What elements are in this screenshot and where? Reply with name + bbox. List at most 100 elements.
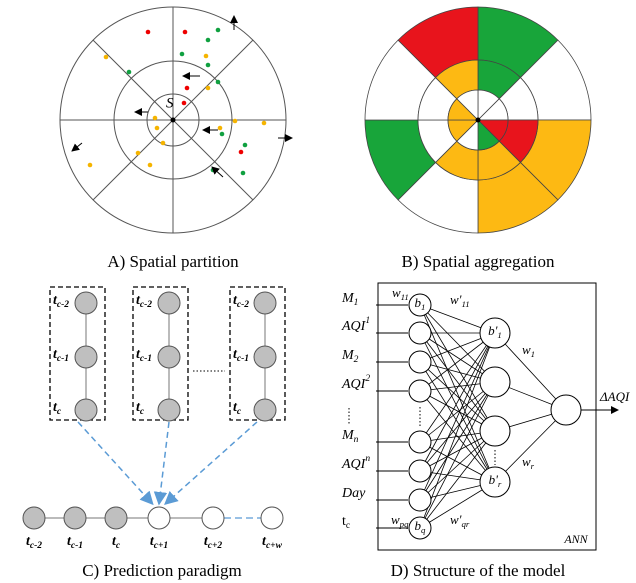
label-base: t <box>136 400 141 415</box>
point <box>215 27 221 33</box>
label-sub: 1 <box>497 330 501 340</box>
label-sub: c-2 <box>140 300 152 310</box>
input-label: M1 <box>341 291 358 308</box>
input-node <box>408 293 432 317</box>
label-sub: c <box>116 541 121 551</box>
bias-label: b'r <box>489 472 502 489</box>
time-node <box>253 398 277 422</box>
input-node <box>408 488 432 512</box>
center-label: S <box>166 95 174 111</box>
label-base: t <box>53 293 58 308</box>
time-node <box>147 506 171 530</box>
label-base: b' <box>489 472 499 487</box>
point <box>240 170 246 176</box>
label-sub: c <box>346 521 350 531</box>
point <box>203 53 209 59</box>
arrow <box>164 421 258 505</box>
time-node <box>157 398 181 422</box>
window-label: tc <box>233 400 242 417</box>
label-base: t <box>26 534 31 549</box>
connection <box>419 304 496 432</box>
time-node <box>63 506 87 530</box>
time-node <box>74 398 98 422</box>
time-node <box>74 345 98 369</box>
point <box>135 150 141 156</box>
label-base: t <box>136 293 141 308</box>
connection <box>419 332 496 472</box>
input-label: AQI2 <box>341 374 370 392</box>
connection <box>419 361 496 432</box>
connection <box>419 332 496 443</box>
sector <box>456 89 479 121</box>
label-base: w <box>522 454 531 469</box>
time-node <box>74 291 98 315</box>
point <box>238 149 244 155</box>
label-sup: 2 <box>365 374 370 384</box>
label-sub: n <box>354 435 359 445</box>
point <box>182 29 188 35</box>
input-node <box>408 430 432 454</box>
point <box>179 51 185 57</box>
spoke <box>172 119 254 201</box>
label-base: t <box>342 514 346 529</box>
label-base: t <box>53 347 58 362</box>
connection <box>419 304 496 383</box>
window-label: tc-2 <box>136 293 152 310</box>
label-sub: c-1 <box>237 354 249 364</box>
connection <box>419 430 496 529</box>
connection <box>494 409 567 483</box>
label-base: M <box>341 428 355 443</box>
connection <box>419 381 496 529</box>
window-box <box>132 286 189 421</box>
point <box>184 85 190 91</box>
label-base: t <box>233 347 238 362</box>
label-sub: 1 <box>531 349 535 359</box>
weight-label: wr <box>522 454 535 471</box>
label-base: Day <box>341 486 366 501</box>
hidden-node <box>479 366 511 398</box>
point <box>205 62 211 68</box>
point <box>160 140 166 146</box>
point <box>215 79 221 85</box>
label-sub: c-1 <box>57 354 69 364</box>
connection <box>419 332 496 432</box>
input-node <box>408 516 432 540</box>
arrow <box>153 421 170 506</box>
arrow <box>211 166 224 178</box>
window-box <box>49 286 106 421</box>
label-sup: n <box>365 454 370 464</box>
output-node <box>550 394 582 426</box>
connection <box>419 430 496 501</box>
connection <box>419 332 496 501</box>
label-sub: c-2 <box>57 300 69 310</box>
label-base: t <box>150 534 155 549</box>
label-base: t <box>67 534 72 549</box>
output-label: ΔAQI <box>599 389 630 404</box>
timeline-label: tc <box>112 534 121 551</box>
timeline-label: tc+2 <box>204 534 223 551</box>
time-node <box>253 291 277 315</box>
bias-label: b1 <box>415 295 426 312</box>
label-sub: 1 <box>421 302 425 312</box>
time-node <box>157 345 181 369</box>
connection <box>494 332 567 411</box>
time-node <box>157 291 181 315</box>
label-base: M <box>341 291 355 306</box>
connection <box>419 332 496 392</box>
label-sub: 11 <box>401 292 409 302</box>
label-sub: 2 <box>354 355 359 365</box>
label-sub: 1 <box>354 298 359 308</box>
input-node <box>408 321 432 345</box>
label-sub: c-2 <box>30 541 42 551</box>
label-sub: c+2 <box>208 541 223 551</box>
bias-label: b'1 <box>488 323 502 340</box>
input-label: AQI1 <box>341 316 370 334</box>
spoke <box>92 39 174 121</box>
label-base: t <box>233 293 238 308</box>
timeline-label: tc-1 <box>67 534 83 551</box>
label-base: t <box>233 400 238 415</box>
label-base: b' <box>488 323 498 338</box>
point <box>126 69 132 75</box>
window-label: tc <box>136 400 145 417</box>
